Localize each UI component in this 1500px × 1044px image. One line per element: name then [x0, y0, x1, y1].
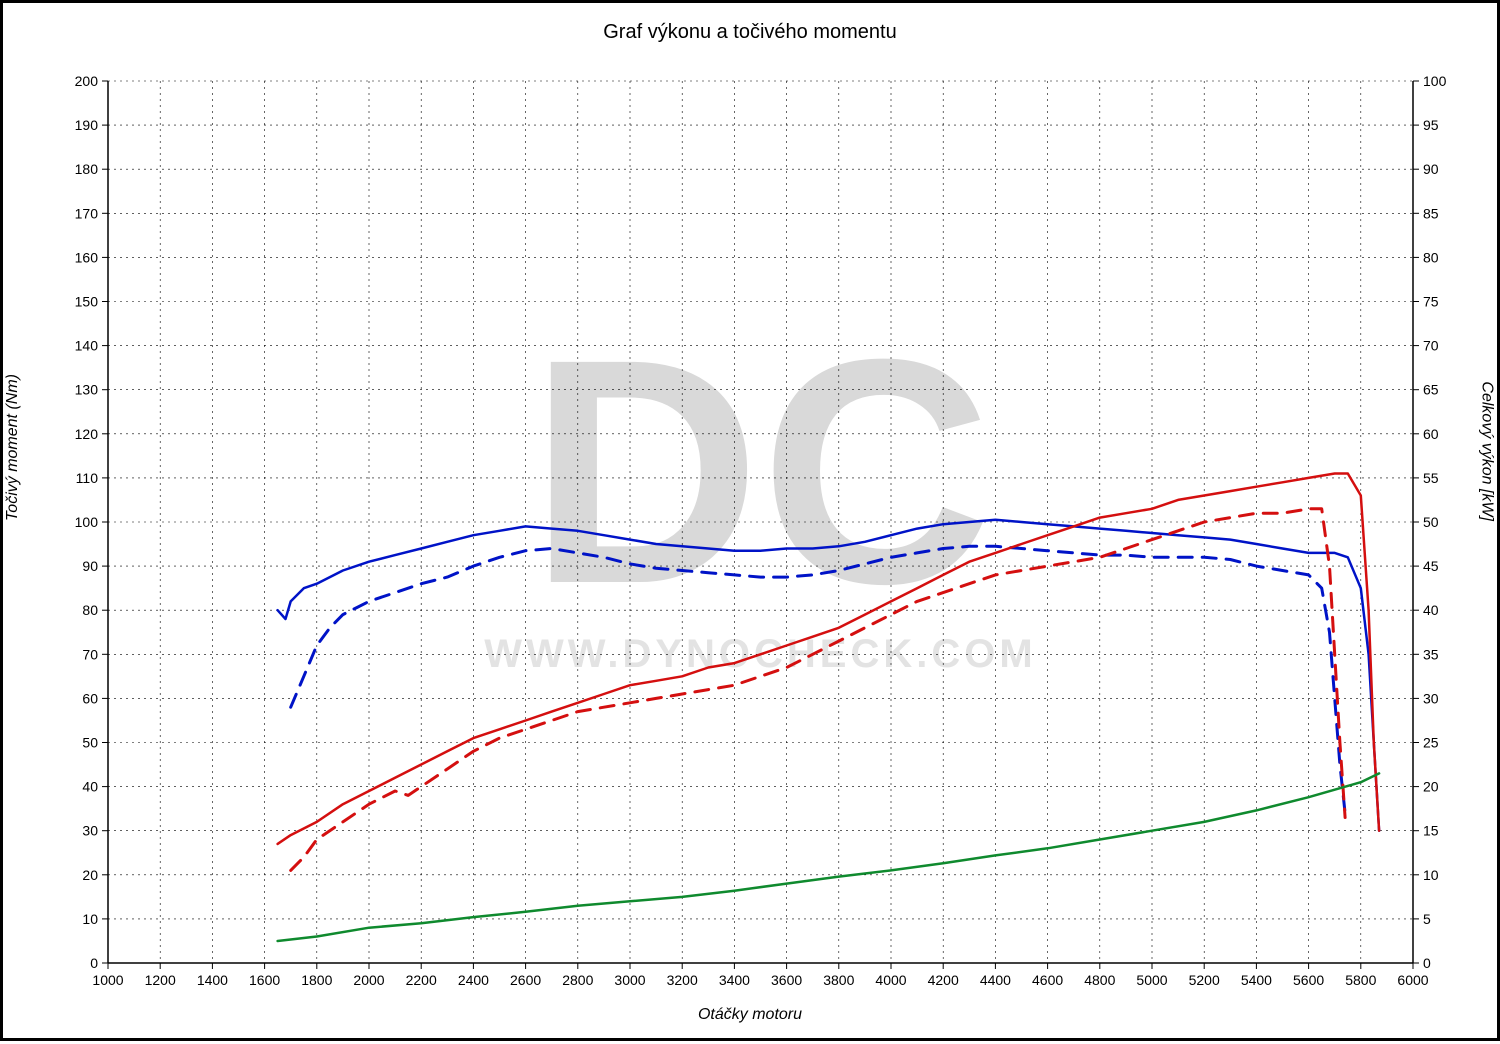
- svg-text:20: 20: [1423, 779, 1439, 795]
- svg-text:3400: 3400: [719, 972, 750, 988]
- svg-text:10: 10: [82, 911, 98, 927]
- svg-text:3200: 3200: [667, 972, 698, 988]
- svg-text:180: 180: [75, 161, 99, 177]
- svg-text:65: 65: [1423, 382, 1439, 398]
- svg-text:55: 55: [1423, 470, 1439, 486]
- svg-text:5400: 5400: [1241, 972, 1272, 988]
- svg-text:3800: 3800: [823, 972, 854, 988]
- svg-text:130: 130: [75, 382, 99, 398]
- svg-text:1400: 1400: [197, 972, 228, 988]
- svg-text:100: 100: [1423, 73, 1447, 89]
- svg-text:50: 50: [82, 735, 98, 751]
- svg-text:40: 40: [1423, 602, 1439, 618]
- svg-text:2000: 2000: [353, 972, 384, 988]
- dyno-chart: Graf výkonu a točivého momentu Točivý mo…: [0, 0, 1500, 1041]
- y2-axis-label: Celkový výkon [kW]: [1478, 381, 1496, 521]
- svg-text:70: 70: [82, 646, 98, 662]
- svg-text:1800: 1800: [301, 972, 332, 988]
- svg-text:80: 80: [1423, 249, 1439, 265]
- svg-text:40: 40: [82, 779, 98, 795]
- svg-text:60: 60: [1423, 426, 1439, 442]
- svg-text:160: 160: [75, 249, 99, 265]
- svg-text:2800: 2800: [562, 972, 593, 988]
- svg-text:0: 0: [90, 955, 98, 971]
- svg-text:1200: 1200: [145, 972, 176, 988]
- svg-text:85: 85: [1423, 205, 1439, 221]
- svg-text:70: 70: [1423, 338, 1439, 354]
- svg-text:90: 90: [82, 558, 98, 574]
- svg-text:10: 10: [1423, 867, 1439, 883]
- svg-text:2600: 2600: [510, 972, 541, 988]
- svg-text:190: 190: [75, 117, 99, 133]
- svg-text:2400: 2400: [458, 972, 489, 988]
- svg-text:50: 50: [1423, 514, 1439, 530]
- svg-text:20: 20: [82, 867, 98, 883]
- svg-text:DC: DC: [529, 292, 991, 650]
- svg-text:1000: 1000: [92, 972, 123, 988]
- svg-text:4800: 4800: [1084, 972, 1115, 988]
- svg-text:4000: 4000: [875, 972, 906, 988]
- svg-text:30: 30: [1423, 690, 1439, 706]
- x-axis-label: Otáčky motoru: [3, 1006, 1497, 1024]
- svg-text:3000: 3000: [614, 972, 645, 988]
- svg-text:170: 170: [75, 205, 99, 221]
- svg-text:5000: 5000: [1136, 972, 1167, 988]
- svg-text:140: 140: [75, 338, 99, 354]
- series-loss_green: [278, 773, 1380, 941]
- svg-text:4200: 4200: [928, 972, 959, 988]
- svg-text:30: 30: [82, 823, 98, 839]
- svg-text:0: 0: [1423, 955, 1431, 971]
- svg-text:5: 5: [1423, 911, 1431, 927]
- svg-text:95: 95: [1423, 117, 1439, 133]
- svg-text:1600: 1600: [249, 972, 280, 988]
- svg-text:110: 110: [76, 470, 99, 486]
- svg-text:4600: 4600: [1032, 972, 1063, 988]
- svg-text:200: 200: [75, 73, 99, 89]
- svg-text:15: 15: [1423, 823, 1439, 839]
- svg-text:4400: 4400: [980, 972, 1011, 988]
- svg-text:60: 60: [82, 690, 98, 706]
- svg-text:45: 45: [1423, 558, 1439, 574]
- svg-text:3600: 3600: [771, 972, 802, 988]
- svg-text:5200: 5200: [1189, 972, 1220, 988]
- svg-text:5800: 5800: [1345, 972, 1376, 988]
- svg-text:2200: 2200: [406, 972, 437, 988]
- svg-text:75: 75: [1423, 294, 1439, 310]
- svg-text:90: 90: [1423, 161, 1439, 177]
- svg-text:25: 25: [1423, 735, 1439, 751]
- svg-text:35: 35: [1423, 646, 1439, 662]
- y1-axis-label: Točivý moment (Nm): [4, 374, 22, 521]
- svg-text:100: 100: [75, 514, 99, 530]
- svg-text:150: 150: [75, 294, 99, 310]
- svg-text:80: 80: [82, 602, 98, 618]
- svg-text:5600: 5600: [1293, 972, 1324, 988]
- svg-text:120: 120: [75, 426, 99, 442]
- svg-text:6000: 6000: [1397, 972, 1428, 988]
- chart-title: Graf výkonu a točivého momentu: [3, 21, 1497, 44]
- chart-canvas: DCWWW.DYNOCHECK.COM100012001400160018002…: [3, 3, 1500, 1044]
